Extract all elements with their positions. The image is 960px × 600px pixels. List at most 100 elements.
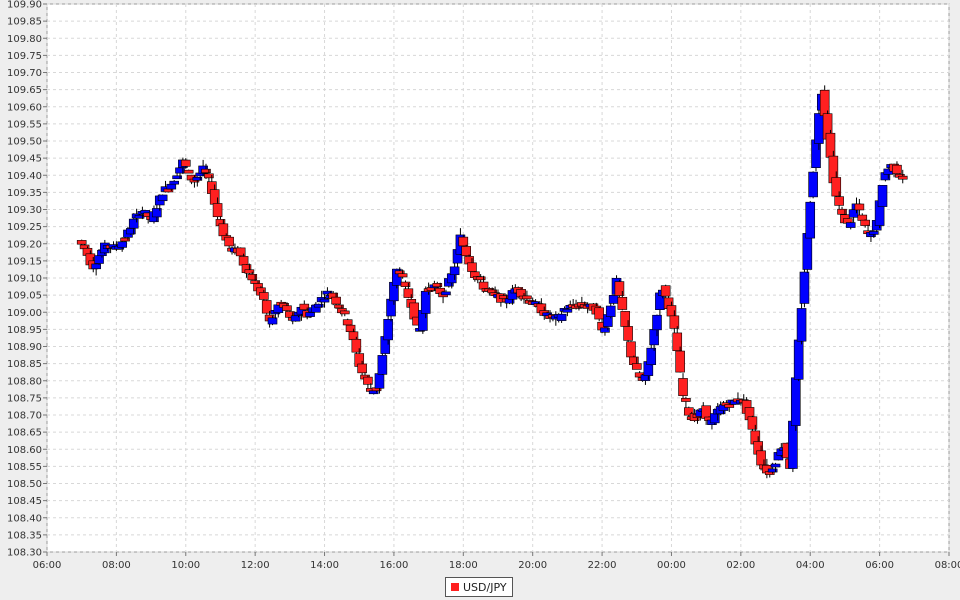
- candle-up: [808, 171, 818, 198]
- candle-down: [120, 237, 130, 242]
- candle-down: [681, 397, 691, 402]
- candle-up: [770, 463, 781, 468]
- y-tick-label: 109.80: [7, 34, 42, 45]
- candle-up: [652, 314, 662, 331]
- y-tick-label: 109.00: [7, 308, 42, 319]
- candle-down: [614, 281, 625, 296]
- x-tick-label: 18:00: [449, 560, 478, 571]
- x-tick-label: 14:00: [310, 560, 339, 571]
- candle-up: [377, 355, 388, 375]
- candle-down: [180, 159, 191, 167]
- y-tick-label: 108.45: [7, 496, 42, 507]
- y-tick-label: 109.15: [7, 256, 42, 267]
- y-tick-label: 109.40: [7, 171, 42, 182]
- candle-down: [897, 175, 908, 180]
- candle-down: [235, 247, 246, 257]
- legend: USD/JPY: [445, 577, 513, 597]
- candle-down: [259, 292, 269, 300]
- candle-down: [594, 307, 604, 320]
- x-tick-label: 02:00: [726, 560, 755, 571]
- candle-down: [461, 246, 471, 257]
- candle-down: [363, 376, 373, 385]
- y-tick-label: 108.55: [7, 462, 42, 473]
- candle-down: [212, 203, 223, 218]
- y-tick-label: 109.60: [7, 102, 42, 113]
- candle-up: [796, 308, 807, 342]
- x-tick-label: 16:00: [380, 560, 409, 571]
- candle-down: [684, 407, 694, 416]
- candles: [76, 85, 908, 479]
- candle-up: [605, 305, 616, 317]
- candle-down: [244, 269, 255, 274]
- candle-down: [837, 208, 847, 215]
- x-tick-label: 08:00: [935, 560, 960, 571]
- y-axis: 108.30 108.35 108.40 108.45 108.50 108.55 108.…: [7, 0, 47, 559]
- candle-down: [522, 295, 532, 300]
- y-tick-label: 109.90: [7, 0, 42, 11]
- candle-up: [793, 339, 804, 380]
- candle-up: [646, 347, 657, 365]
- candle-up: [91, 263, 101, 270]
- candle-down: [351, 338, 362, 353]
- candle-down: [204, 173, 214, 179]
- candle-down: [860, 219, 870, 226]
- candle-up: [172, 175, 182, 180]
- candle-down: [675, 350, 685, 373]
- candle-down: [631, 363, 642, 370]
- candle-up: [799, 271, 810, 304]
- y-tick-label: 108.65: [7, 428, 42, 439]
- candle-down: [334, 304, 344, 309]
- candle-up: [869, 231, 879, 235]
- x-tick-label: 04:00: [796, 560, 825, 571]
- y-tick-label: 109.50: [7, 137, 42, 148]
- candle-up: [790, 377, 801, 426]
- x-tick-label: 10:00: [171, 560, 200, 571]
- candle-down: [892, 164, 902, 174]
- y-tick-label: 109.75: [7, 51, 42, 62]
- candle-down: [854, 203, 865, 211]
- y-tick-label: 109.85: [7, 17, 42, 28]
- candle-up: [267, 317, 278, 325]
- candle-down: [724, 404, 735, 408]
- y-tick-label: 109.05: [7, 291, 42, 302]
- candle-up: [192, 177, 203, 181]
- candle-up: [313, 303, 324, 308]
- legend-label: USD/JPY: [463, 580, 507, 594]
- candle-down: [475, 276, 486, 281]
- x-tick-label: 00:00: [657, 560, 686, 571]
- candle-up: [166, 183, 177, 190]
- candle-down: [747, 416, 758, 430]
- y-tick-label: 109.25: [7, 222, 42, 233]
- y-tick-label: 109.20: [7, 239, 42, 250]
- gridlines: [46, 3, 950, 553]
- candle-down: [467, 262, 477, 272]
- candle-down: [357, 363, 367, 374]
- candle-up: [152, 208, 162, 218]
- candle-up: [600, 327, 610, 333]
- candle-up: [117, 241, 127, 248]
- candle-down: [238, 256, 249, 266]
- candle-down: [397, 273, 408, 278]
- candle-up: [877, 185, 888, 207]
- candle-up: [374, 373, 385, 389]
- candle-down: [678, 378, 688, 396]
- candle-up: [556, 313, 567, 321]
- candle-up: [814, 113, 824, 144]
- candle-up: [802, 233, 813, 270]
- candle-down: [660, 285, 671, 297]
- candle-down: [299, 303, 310, 311]
- candle-down: [409, 302, 419, 320]
- y-tick-label: 108.30: [7, 548, 42, 559]
- candle-down: [76, 240, 87, 245]
- y-tick-label: 109.30: [7, 205, 42, 216]
- candle-up: [305, 312, 315, 317]
- candle-down: [201, 168, 211, 174]
- candle-down: [331, 296, 341, 305]
- x-tick-label: 06:00: [33, 560, 62, 571]
- candle-down: [623, 326, 633, 341]
- x-tick-label: 08:00: [102, 560, 131, 571]
- y-tick-label: 109.10: [7, 274, 42, 285]
- candle-down: [403, 288, 414, 298]
- candle-up: [322, 290, 333, 295]
- candle-down: [834, 196, 844, 206]
